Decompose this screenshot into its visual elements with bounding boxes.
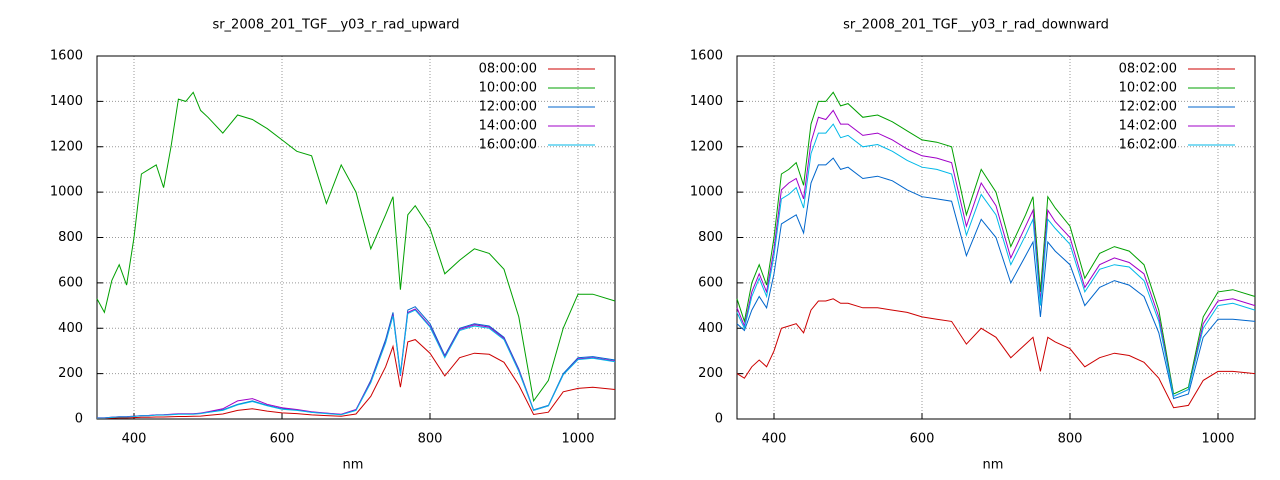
series-line: [97, 339, 616, 419]
legend-label: 14:02:00: [1119, 119, 1177, 134]
x-axis-label: nm: [983, 458, 1004, 473]
legend-label: 12:02:00: [1119, 100, 1177, 115]
y-tick-label: 600: [698, 275, 723, 290]
x-tick-label: 1000: [1201, 432, 1234, 447]
y-tick-label: 1400: [50, 94, 83, 109]
legend-label: 16:00:00: [479, 138, 537, 153]
y-tick-label: 1600: [50, 49, 83, 64]
y-tick-label: 200: [698, 366, 723, 381]
series-line: [97, 306, 616, 419]
y-tick-label: 1000: [50, 185, 83, 200]
y-tick-label: 800: [58, 230, 83, 245]
legend-label: 14:00:00: [479, 119, 537, 134]
x-tick-label: 800: [1058, 432, 1083, 447]
chart-title: sr_2008_201_TGF__y03_r_rad_downward: [843, 18, 1109, 33]
series-line: [97, 309, 616, 419]
series-line: [96, 91, 616, 403]
x-tick-label: 1000: [561, 432, 594, 447]
x-tick-label: 600: [270, 432, 295, 447]
x-tick-label: 800: [418, 432, 443, 447]
y-tick-label: 400: [58, 321, 83, 336]
series-line: [736, 123, 1256, 398]
y-tick-label: 1000: [690, 185, 723, 200]
series-line: [736, 298, 1256, 409]
x-axis-label: nm: [343, 458, 364, 473]
x-tick-label: 600: [910, 432, 935, 447]
series-line: [97, 308, 616, 419]
y-tick-label: 1200: [50, 139, 83, 154]
y-tick-label: 400: [698, 321, 723, 336]
y-tick-label: 800: [698, 230, 723, 245]
chart-title: sr_2008_201_TGF__y03_r_rad_upward: [212, 18, 459, 33]
y-tick-label: 600: [58, 275, 83, 290]
x-tick-label: 400: [122, 432, 147, 447]
legend-label: 08:00:00: [479, 62, 537, 77]
plot-frame: [96, 55, 616, 420]
y-tick-label: 1400: [690, 94, 723, 109]
y-tick-label: 200: [58, 366, 83, 381]
y-tick-label: 0: [715, 412, 723, 427]
series-line: [736, 157, 1256, 400]
legend-label: 10:02:00: [1119, 81, 1177, 96]
series-line: [736, 91, 1256, 395]
y-tick-label: 1600: [690, 49, 723, 64]
y-tick-label: 1200: [690, 139, 723, 154]
series-line: [736, 109, 1256, 398]
x-tick-label: 400: [762, 432, 787, 447]
legend-label: 16:02:00: [1119, 138, 1177, 153]
legend-label: 10:00:00: [479, 81, 537, 96]
legend-label: 08:02:00: [1119, 62, 1177, 77]
y-tick-label: 0: [75, 412, 83, 427]
legend-label: 12:00:00: [479, 100, 537, 115]
plot-frame: [736, 55, 1256, 420]
